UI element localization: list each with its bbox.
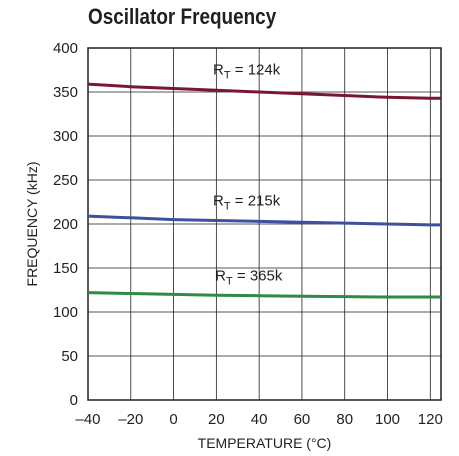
- series-line: [87, 214, 441, 227]
- y-tick-label: 400: [53, 40, 78, 57]
- series-line: [87, 82, 441, 100]
- x-tick-label: 0: [169, 411, 177, 428]
- y-tick-label: 0: [70, 392, 78, 409]
- y-tick-label: 200: [53, 216, 78, 233]
- y-tick-label: 300: [53, 128, 78, 145]
- y-tick-label: 100: [53, 304, 78, 321]
- y-tick-label: 350: [53, 84, 78, 101]
- y-tick-labels: 0 50 100 150 200 250 300 350 400: [53, 40, 78, 409]
- x-tick-label: 40: [251, 411, 268, 428]
- series-labels: RT = 124k RT = 215k RT = 365k: [213, 61, 283, 287]
- y-axis-label: FREQUENCY (kHz): [24, 162, 40, 287]
- series-label: RT = 124k: [213, 61, 281, 81]
- series-label: RT = 365k: [215, 267, 283, 287]
- series-line: [87, 291, 441, 299]
- chart-title: Oscillator Frequency: [88, 4, 277, 29]
- x-tick-label: 120: [418, 411, 443, 428]
- x-tick-label: 20: [208, 411, 225, 428]
- x-tick-label: –40: [75, 411, 100, 428]
- x-tick-label: 100: [375, 411, 400, 428]
- series-label: RT = 215k: [213, 193, 281, 213]
- y-tick-label: 250: [53, 172, 78, 189]
- x-axis-label: TEMPERATURE (°C): [198, 435, 332, 451]
- x-tick-label: 60: [294, 411, 311, 428]
- x-tick-labels: –40 –20 0 20 40 60 80 100 120: [75, 411, 442, 428]
- x-tick-label: –20: [118, 411, 143, 428]
- series-lines: [87, 82, 441, 299]
- y-tick-label: 50: [61, 348, 78, 365]
- y-tick-label: 150: [53, 260, 78, 277]
- x-tick-label: 80: [336, 411, 353, 428]
